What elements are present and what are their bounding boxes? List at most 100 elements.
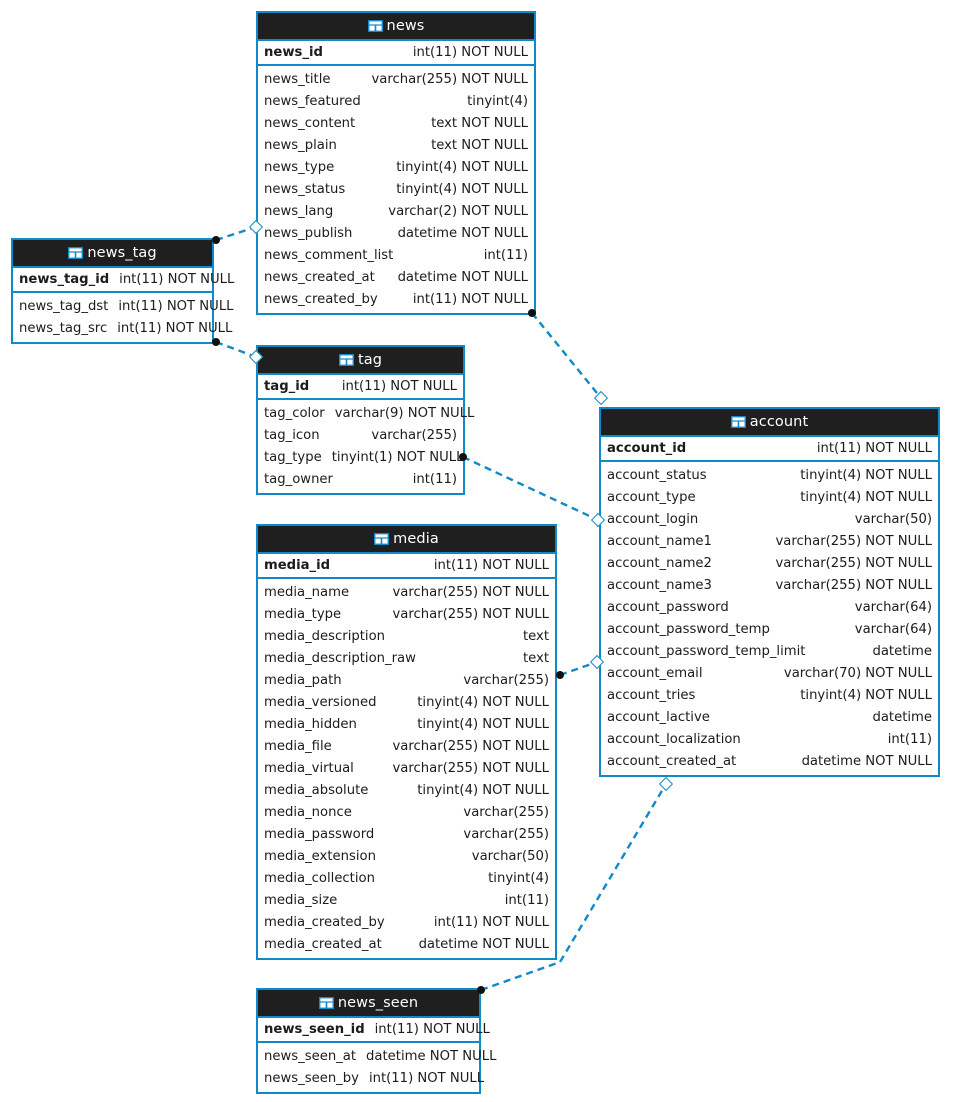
primary-key-cell[interactable]: news_tag_id int(11) NOT NULL [13,268,234,291]
entity-table-news_seen[interactable]: news_seen news_seen_id int(11) NOT NULL new… [256,988,496,1094]
table-icon [367,15,383,41]
primary-key-row[interactable]: news_seen_id int(11) NOT NULL [258,1016,490,1043]
column-row[interactable]: news_content text NOT NULL [258,112,534,134]
entity-table-name: news_tag [87,245,157,261]
primary-key-cell[interactable]: account_id int(11) NOT NULL [601,437,938,460]
column-name: media_virtual [264,760,354,776]
column-row[interactable]: tag_type tinyint(1) NOT NULL [258,446,463,468]
column-row[interactable]: news_seen_by int(11) NOT NULL [258,1067,484,1089]
relationship-line-news-to-account[interactable] [531,312,602,399]
column-row[interactable]: account_localization int(11) [601,728,938,750]
entity-header-news_seen[interactable]: news_seen [258,990,479,1016]
column-name: news_tag_src [19,320,108,336]
column-row[interactable]: news_featured tinyint(4) [258,90,534,112]
column-row[interactable]: account_name3 varchar(255) NOT NULL [601,574,938,596]
column-row[interactable]: account_password varchar(64) [601,596,938,618]
entity-table-media[interactable]: media media_id int(11) NOT NULL media_name v… [256,524,557,960]
column-row[interactable]: media_path varchar(255) [258,669,555,691]
primary-key-row[interactable]: news_id int(11) NOT NULL [258,39,534,66]
column-row[interactable]: account_lactive datetime [601,706,938,728]
column-row[interactable]: account_tries tinyint(4) NOT NULL [601,684,938,706]
column-row[interactable]: media_type varchar(255) NOT NULL [258,603,555,625]
column-name: news_tag_id [19,272,110,287]
column-row[interactable]: account_name1 varchar(255) NOT NULL [601,530,938,552]
column-name: news_plain [264,137,337,153]
primary-key-cell[interactable]: tag_id int(11) NOT NULL [258,375,463,398]
column-row[interactable]: account_password_temp_limit datetime [601,640,938,662]
primary-key-cell[interactable]: media_id int(11) NOT NULL [258,554,555,577]
primary-key-cell[interactable]: news_seen_id int(11) NOT NULL [258,1018,490,1041]
column-row[interactable]: news_created_by int(11) NOT NULL [258,288,534,310]
column-row[interactable]: media_description text [258,625,555,647]
primary-key-row[interactable]: media_id int(11) NOT NULL [258,552,555,579]
column-name: account_type [607,489,696,505]
column-type: varchar(2) NOT NULL [388,203,528,219]
entity-table-news_tag[interactable]: news_tag news_tag_id int(11) NOT NULL news_… [11,238,234,344]
column-row[interactable]: news_type tinyint(4) NOT NULL [258,156,534,178]
column-row[interactable]: news_comment_list int(11) [258,244,534,266]
column-row[interactable]: account_created_at datetime NOT NULL [601,750,938,772]
column-name: news_seen_by [264,1070,359,1086]
column-row[interactable]: account_name2 varchar(255) NOT NULL [601,552,938,574]
column-row[interactable]: news_status tinyint(4) NOT NULL [258,178,534,200]
column-name: news_created_by [264,291,378,307]
entity-table-news[interactable]: news news_id int(11) NOT NULL news_title var… [256,11,536,315]
column-row[interactable]: media_created_by int(11) NOT NULL [258,911,555,933]
column-row[interactable]: account_status tinyint(4) NOT NULL [601,464,938,486]
column-name: news_id [264,45,323,60]
column-list: news_seen_at datetime NOT NULL news_seen_b… [258,1043,496,1092]
column-row[interactable]: news_publish datetime NOT NULL [258,222,534,244]
column-type: int(11) NOT NULL [341,379,457,394]
column-row[interactable]: media_size int(11) [258,889,555,911]
relationship-line-tag-to-account[interactable] [462,455,599,522]
entity-header-tag[interactable]: tag [258,347,463,373]
column-type: text [522,650,549,666]
primary-key-row[interactable]: account_id int(11) NOT NULL [601,435,938,462]
column-row[interactable]: news_plain text NOT NULL [258,134,534,156]
column-type: varchar(255) NOT NULL [392,584,550,600]
column-row[interactable]: media_nonce varchar(255) [258,801,555,823]
column-row[interactable]: media_description_raw text [258,647,555,669]
column-row[interactable]: media_name varchar(255) NOT NULL [258,581,555,603]
column-row[interactable]: media_versioned tinyint(4) NOT NULL [258,691,555,713]
column-row[interactable]: media_password varchar(255) [258,823,555,845]
primary-key-row[interactable]: tag_id int(11) NOT NULL [258,373,463,400]
entity-header-news[interactable]: news [258,13,534,39]
column-row[interactable]: news_tag_dst int(11) NOT NULL [13,295,234,317]
column-row[interactable]: media_created_at datetime NOT NULL [258,933,555,955]
column-row[interactable]: media_absolute tinyint(4) NOT NULL [258,779,555,801]
entity-table-account[interactable]: account account_id int(11) NOT NULL account… [599,407,940,777]
column-row[interactable]: account_password_temp varchar(64) [601,618,938,640]
column-row[interactable]: media_hidden tinyint(4) NOT NULL [258,713,555,735]
column-type: text NOT NULL [431,115,528,131]
entity-table-tag[interactable]: tag tag_id int(11) NOT NULL tag_color varcha… [256,345,474,495]
primary-key-cell[interactable]: news_id int(11) NOT NULL [258,41,534,64]
column-type: tinyint(1) NOT NULL [331,449,464,465]
column-name: media_name [264,584,350,600]
column-row[interactable]: media_collection tinyint(4) [258,867,555,889]
primary-key-row[interactable]: news_tag_id int(11) NOT NULL [13,266,234,293]
column-name: news_status [264,181,346,197]
column-row[interactable]: tag_owner int(11) [258,468,463,490]
column-row[interactable]: media_virtual varchar(255) NOT NULL [258,757,555,779]
column-row[interactable]: news_created_at datetime NOT NULL [258,266,534,288]
column-row[interactable]: tag_color varchar(9) NOT NULL [258,402,474,424]
column-type: int(11) NOT NULL [412,45,528,60]
column-row[interactable]: media_extension varchar(50) [258,845,555,867]
column-row[interactable]: tag_icon varchar(255) [258,424,463,446]
column-row[interactable]: account_login varchar(50) [601,508,938,530]
column-row[interactable]: news_seen_at datetime NOT NULL [258,1045,496,1067]
relationship-source-dot-news-to-account [528,309,536,317]
entity-header-news_tag[interactable]: news_tag [13,240,212,266]
column-row[interactable]: news_title varchar(255) NOT NULL [258,68,534,90]
column-type: int(11) NOT NULL [433,914,549,930]
entity-header-media[interactable]: media [258,526,555,552]
entity-header-account[interactable]: account [601,409,938,435]
column-row[interactable]: account_type tinyint(4) NOT NULL [601,486,938,508]
column-type: tinyint(4) [488,870,549,886]
column-row[interactable]: news_lang varchar(2) NOT NULL [258,200,534,222]
column-type: varchar(255) [463,672,549,688]
column-row[interactable]: media_file varchar(255) NOT NULL [258,735,555,757]
column-row[interactable]: news_tag_src int(11) NOT NULL [13,317,232,339]
column-row[interactable]: account_email varchar(70) NOT NULL [601,662,938,684]
